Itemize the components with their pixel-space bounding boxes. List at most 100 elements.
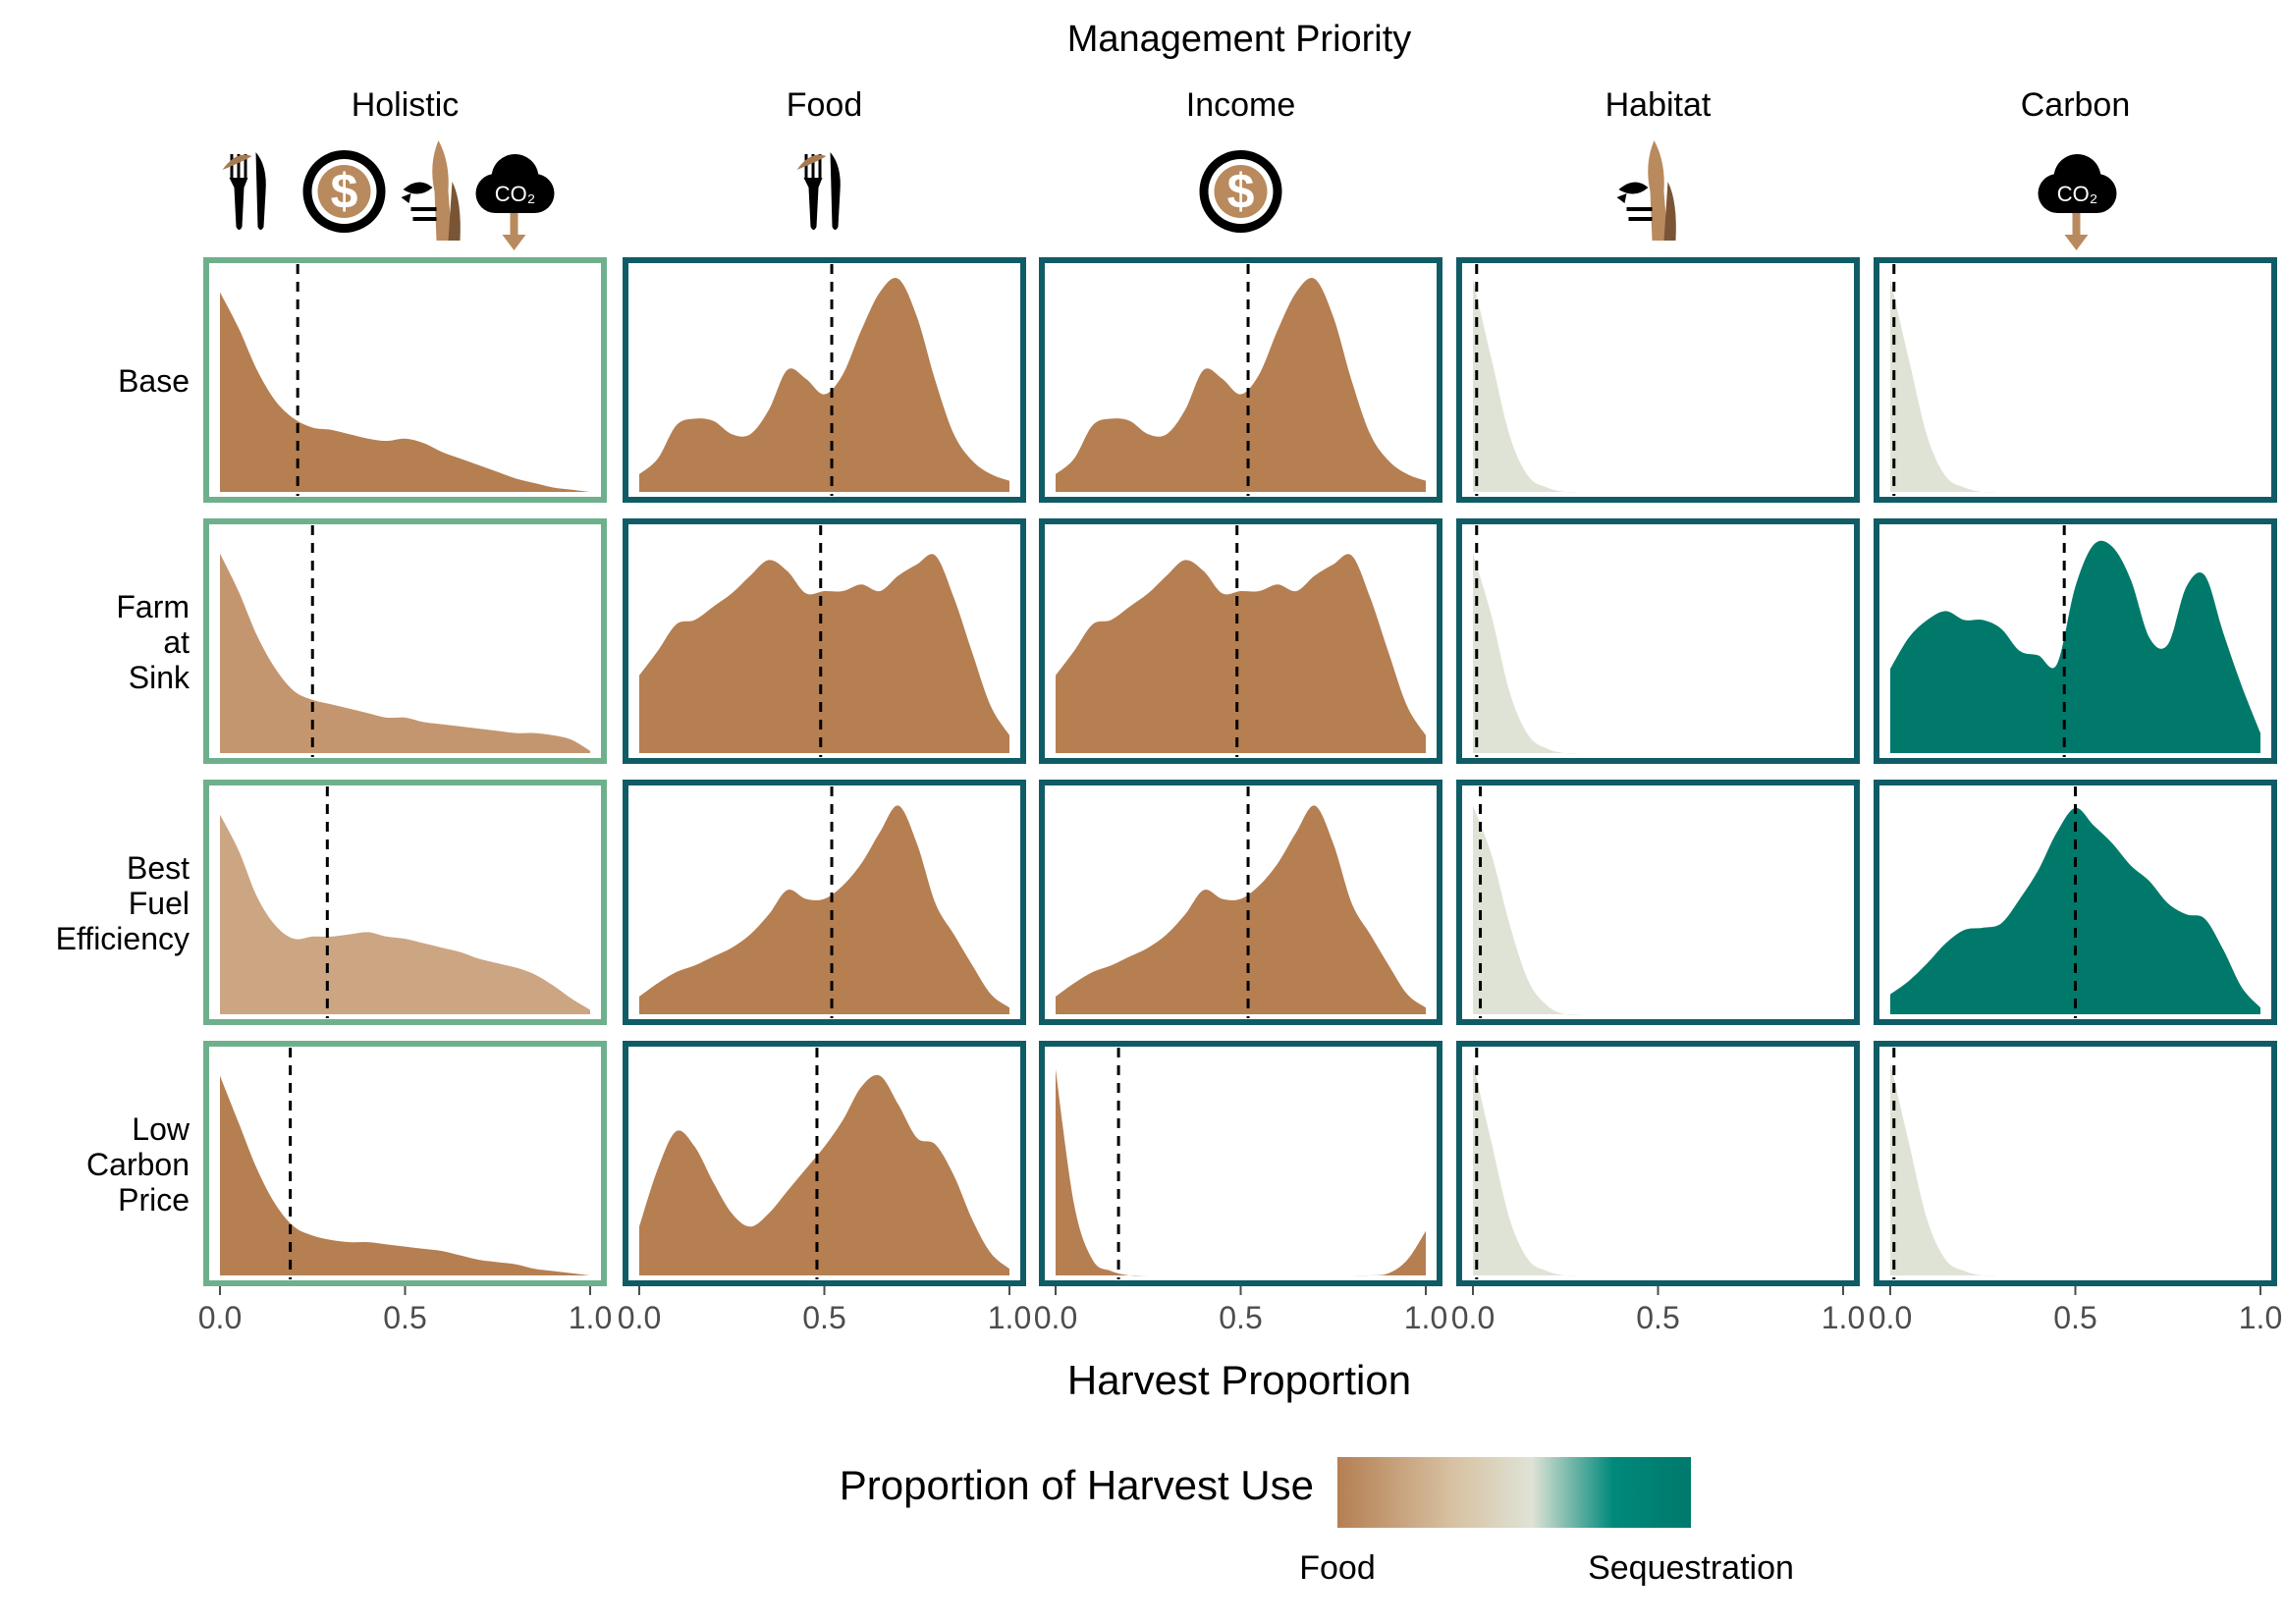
panel-border [1456, 1041, 1860, 1286]
tick-label-2-2: 1.0 [1404, 1300, 1447, 1335]
panel-border [1039, 518, 1442, 764]
density-area [1473, 1062, 1843, 1276]
panel-0-0 [203, 257, 607, 503]
panel-border [203, 257, 607, 503]
row-label-2-line-2: Efficiency [56, 921, 190, 956]
density-area [639, 805, 1009, 1014]
density-area [220, 292, 590, 492]
panel-border [1039, 257, 1442, 503]
row-label-3-line-1: Carbon [86, 1147, 190, 1182]
tick-label-3-0: 0.0 [1451, 1300, 1495, 1335]
row-label-1-line-1: at [163, 624, 190, 660]
column-titles: Holistic Food Income Habitat Carbon [352, 86, 2131, 124]
panel-border [1874, 780, 2277, 1025]
panel-2-1 [623, 780, 1026, 1025]
legend-title: Proportion of Harvest Use [840, 1462, 1314, 1508]
tick-label-4-2: 1.0 [2239, 1300, 2282, 1335]
svg-text:CO₂: CO₂ [2057, 182, 2098, 206]
panel-2-3 [1456, 780, 1860, 1025]
panel-border [1874, 518, 2277, 764]
density-area [1056, 278, 1426, 492]
panel-border [623, 257, 1026, 503]
tick-label-0-2: 1.0 [569, 1300, 612, 1335]
carbon-icon: CO₂ [475, 154, 555, 250]
x-axis-label: Harvest Proportion [1067, 1357, 1411, 1403]
panel-border [1874, 257, 2277, 503]
tick-label-2-1: 0.5 [1219, 1300, 1262, 1335]
tick-label-1-1: 0.5 [802, 1300, 845, 1335]
tick-label-1-2: 1.0 [988, 1300, 1031, 1335]
facet-title: Management Priority [1067, 19, 1412, 60]
panels [203, 257, 2277, 1286]
panel-1-4 [1874, 518, 2277, 764]
habitat-icon [1616, 140, 1676, 241]
panel-3-4 [1874, 1041, 2277, 1286]
row-label-2-line-0: Best [127, 850, 190, 886]
tick-label-0-0: 0.0 [198, 1300, 242, 1335]
row-label-3-line-2: Price [118, 1182, 190, 1218]
panel-border [1456, 780, 1860, 1025]
density-area [1890, 540, 2260, 753]
legend-low-label: Food [1299, 1549, 1376, 1587]
row-label-2-line-1: Fuel [129, 886, 190, 921]
x-axis-ticks: 0.0 0.5 1.0 0.0 0.5 1.0 0.0 0.5 1.0 0.0 0.5 1.0 0.0 0… [198, 1286, 2282, 1335]
panel-1-0 [203, 518, 607, 764]
row-label-1-line-0: Farm [116, 589, 190, 624]
density-area [1890, 279, 2260, 493]
tick-label-3-2: 1.0 [1822, 1300, 1865, 1335]
legend: Proportion of Harvest Use Food Sequestra… [840, 1457, 1794, 1587]
panel-1-1 [623, 518, 1026, 764]
panel-2-2 [1039, 780, 1442, 1025]
panel-border [1039, 780, 1442, 1025]
svg-text:CO₂: CO₂ [495, 182, 536, 206]
panel-3-2 [1039, 1041, 1442, 1286]
column-title-income: Income [1186, 86, 1296, 124]
row-label-1-line-2: Sink [129, 660, 190, 695]
density-area [1056, 805, 1426, 1014]
legend-color-bar [1337, 1457, 1691, 1528]
panel-border [623, 518, 1026, 764]
panel-border [203, 780, 607, 1025]
density-area [1473, 553, 1843, 754]
tick-label-4-1: 0.5 [2053, 1300, 2096, 1335]
svg-text:$: $ [1227, 164, 1255, 219]
panel-border [203, 518, 607, 764]
density-area [1473, 279, 1843, 493]
priority-icons: $ CO₂ $ CO₂ [222, 140, 2117, 250]
column-title-habitat: Habitat [1605, 86, 1712, 124]
food-icon [222, 152, 266, 230]
density-area [220, 814, 590, 1014]
panel-border [1039, 1041, 1442, 1286]
panel-0-3 [1456, 257, 1860, 503]
density-area [1473, 805, 1843, 1015]
panel-0-2 [1039, 257, 1442, 503]
panel-0-1 [623, 257, 1026, 503]
panel-border [1456, 257, 1860, 503]
panel-border [1874, 1041, 2277, 1286]
row-label-0-line-0: Base [118, 363, 190, 399]
legend-high-label: Sequestration [1588, 1549, 1794, 1587]
density-area [220, 1075, 590, 1275]
income-icon: $ [302, 150, 386, 233]
panel-3-3 [1456, 1041, 1860, 1286]
panel-1-2 [1039, 518, 1442, 764]
density-area [1056, 1068, 1426, 1276]
panel-border [623, 780, 1026, 1025]
density-area [639, 554, 1009, 753]
column-title-carbon: Carbon [2021, 86, 2131, 124]
tick-label-0-1: 0.5 [383, 1300, 426, 1335]
panel-2-4 [1874, 780, 2277, 1025]
habitat-icon [401, 140, 461, 241]
panel-0-4 [1874, 257, 2277, 503]
density-area [1056, 554, 1426, 753]
row-label-3-line-0: Low [132, 1111, 190, 1147]
panel-3-0 [203, 1041, 607, 1286]
density-area [1890, 1062, 2260, 1276]
income-icon: $ [1199, 150, 1282, 233]
density-area [220, 553, 590, 753]
density-area [639, 1074, 1009, 1275]
carbon-icon: CO₂ [2038, 154, 2117, 250]
column-title-holistic: Holistic [352, 86, 460, 124]
